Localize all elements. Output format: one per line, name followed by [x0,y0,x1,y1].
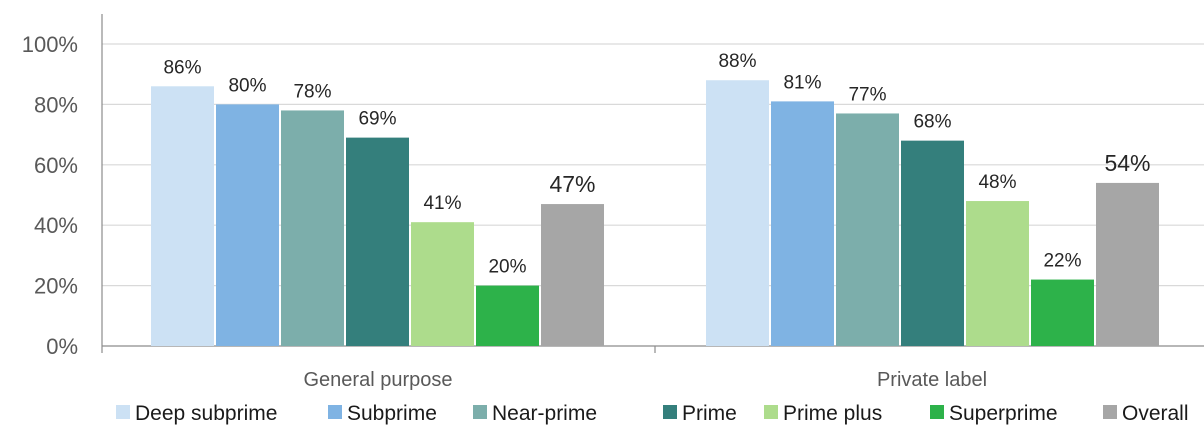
bar [1031,279,1094,346]
legend-swatch [663,405,677,419]
y-tick-label: 40% [34,213,78,238]
data-label: 80% [228,75,266,96]
bar [476,285,539,346]
bar [1096,182,1159,346]
legend-swatch [328,405,342,419]
data-label: 78% [293,81,331,102]
bar [901,140,964,346]
data-labels: 86% 80% 78% 69% 41% 20% 47% 88% 81% 77% 68% 48% 22% 5… [163,51,1150,277]
legend-label: Deep subprime [135,402,277,425]
data-label: 54% [1104,150,1150,176]
bar [836,113,899,347]
category-label: General purpose [304,369,453,391]
legend-item: Prime [663,402,737,425]
legend-swatch [473,405,487,419]
axes: 0% 20% 40% 60% 80% 100% General purpose Private… [22,14,1204,391]
y-tick-label: 80% [34,92,78,117]
data-label: 77% [848,84,886,105]
data-label: 68% [913,112,951,133]
data-label: 81% [783,72,821,93]
legend-item: Near-prime [473,402,597,425]
y-tick-label: 0% [46,334,78,359]
legend-label: Superprime [949,402,1058,425]
legend-label: Prime [682,402,737,425]
bar [216,104,279,347]
data-label: 86% [163,57,201,78]
data-label: 47% [549,171,595,197]
data-label: 48% [978,172,1016,193]
legend-swatch [764,405,778,419]
bar [151,86,214,346]
legend-label: Prime plus [783,402,882,425]
data-label: 88% [718,51,756,72]
data-label: 41% [423,193,461,214]
y-tick-label: 20% [34,274,78,299]
bar [966,201,1029,346]
data-label: 20% [488,257,526,278]
legend-swatch [1103,405,1117,419]
legend-label: Subprime [347,402,437,425]
bar [771,101,834,346]
legend: Deep subprime Subprime Near-prime Prime Prim… [116,402,1189,425]
data-label: 69% [358,109,396,130]
legend-item: Subprime [328,402,437,425]
legend-label: Near-prime [492,402,597,425]
legend-swatch [930,405,944,419]
legend-item: Superprime [930,402,1058,425]
bar [706,80,769,347]
legend-swatch [116,405,130,419]
legend-item: Overall [1103,402,1189,425]
y-tick-label: 100% [22,32,78,57]
bar [541,204,604,346]
bar [281,110,344,346]
bar [346,137,409,346]
data-label: 22% [1043,251,1081,272]
legend-label: Overall [1122,402,1189,425]
legend-item: Deep subprime [116,402,277,425]
bars [151,80,1159,347]
category-label: Private label [877,369,987,391]
legend-item: Prime plus [764,402,882,425]
y-tick-label: 60% [34,153,78,178]
bar [411,222,474,346]
